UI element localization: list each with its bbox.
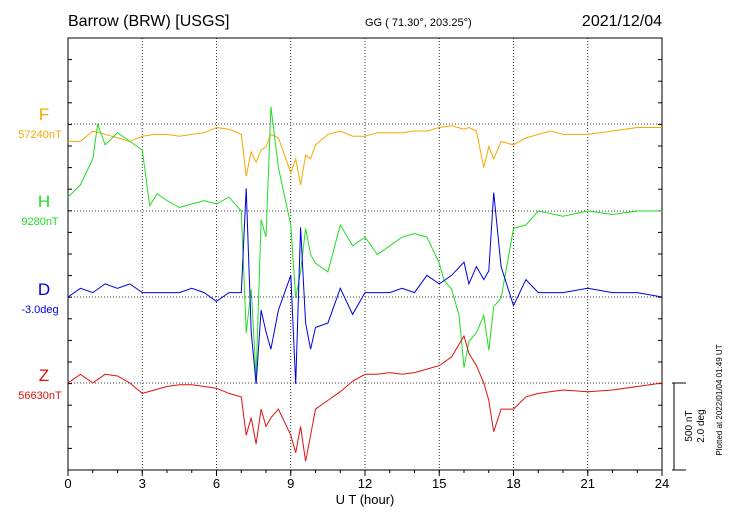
series-f-name: F — [39, 105, 49, 124]
x-tick-label: 15 — [432, 476, 446, 491]
coordinates-label: GG ( 71.30°, 203.25°) — [365, 17, 472, 29]
series-z-baseline: 56630nT — [18, 390, 62, 402]
scale-deg-label: 2.0 deg — [696, 409, 707, 442]
x-tick-label: 18 — [506, 476, 520, 491]
series-h-line — [67, 106, 662, 377]
x-tick-label: 24 — [655, 476, 669, 491]
scale-bar: 500 nT 2.0 deg — [672, 382, 707, 471]
plotted-timestamp: Plotted at 2022/01/04 01:49 UT — [715, 344, 724, 455]
x-tick-label: 6 — [213, 476, 220, 491]
series-f-line — [68, 125, 662, 185]
x-tick-label: 9 — [287, 476, 294, 491]
date-label: 2021/12/04 — [582, 13, 662, 30]
x-ticks: 0 3 6 9 12 15 18 21 24 — [64, 37, 669, 491]
series-h-name: H — [38, 192, 50, 211]
series-d-name: D — [38, 280, 50, 299]
station-title: Barrow (BRW) [USGS] — [68, 13, 230, 30]
series-labels: F 57240nT H 9280nT D -3.0deg Z 56630nT — [18, 105, 62, 402]
series-group — [67, 106, 663, 462]
series-z-name: Z — [39, 366, 49, 385]
x-tick-label: 0 — [64, 476, 71, 491]
grid — [141, 38, 589, 470]
series-z-line — [67, 334, 663, 462]
x-axis-label: U T (hour) — [336, 492, 395, 507]
series-h-baseline: 9280nT — [21, 216, 59, 228]
x-tick-label: 21 — [581, 476, 595, 491]
series-d-baseline: -3.0deg — [21, 304, 58, 316]
x-tick-label: 3 — [139, 476, 146, 491]
x-tick-label: 12 — [358, 476, 372, 491]
series-f-baseline: 57240nT — [18, 129, 62, 141]
series-d-line — [67, 188, 663, 385]
scale-nt-label: 500 nT — [684, 410, 695, 441]
